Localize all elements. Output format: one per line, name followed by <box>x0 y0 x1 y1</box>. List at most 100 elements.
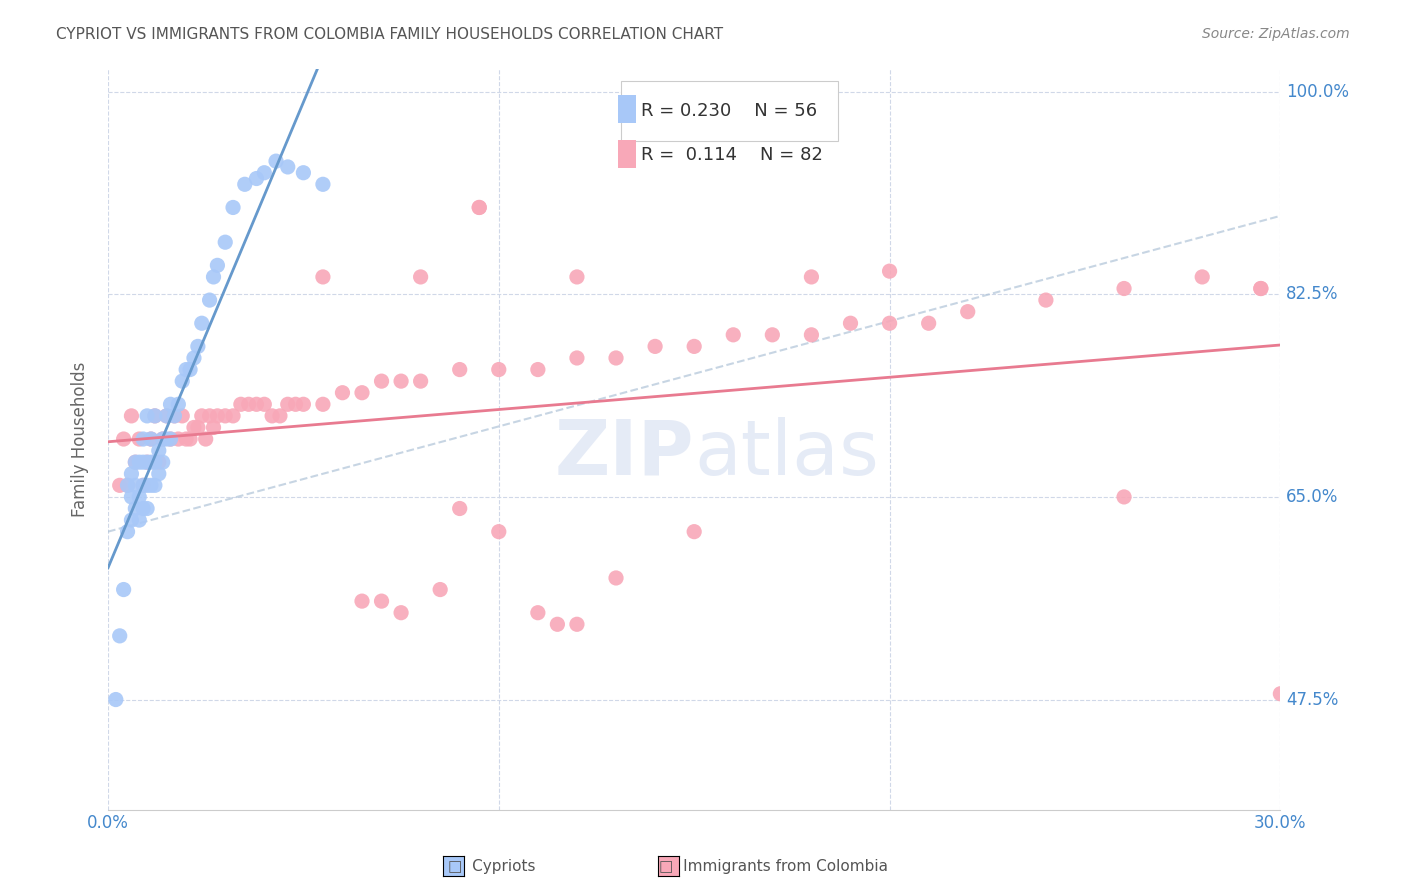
Point <box>132 501 155 516</box>
Point <box>124 455 146 469</box>
Point <box>449 501 471 516</box>
Point <box>468 201 491 215</box>
Point <box>124 478 146 492</box>
Text: ZIP: ZIP <box>555 417 695 491</box>
Point <box>159 397 181 411</box>
Point <box>238 397 260 411</box>
Point <box>409 269 432 284</box>
Point <box>152 455 174 469</box>
Point <box>1112 490 1135 504</box>
Point <box>183 420 205 434</box>
Point <box>1270 687 1292 701</box>
Point <box>191 409 214 423</box>
Point <box>163 409 186 423</box>
Point <box>527 606 550 620</box>
Point <box>292 166 315 180</box>
Point <box>253 397 276 411</box>
Point <box>136 455 159 469</box>
Text: 65.0%: 65.0% <box>1286 488 1339 506</box>
Point <box>136 478 159 492</box>
Point <box>120 513 142 527</box>
Point <box>183 351 205 365</box>
Text: 47.5%: 47.5% <box>1286 690 1339 708</box>
Point <box>312 178 335 192</box>
Point <box>148 443 170 458</box>
Text: 82.5%: 82.5% <box>1286 285 1339 303</box>
Point <box>370 374 392 388</box>
Point <box>409 374 432 388</box>
Point <box>292 397 315 411</box>
Point <box>605 351 627 365</box>
Point <box>350 594 373 608</box>
Point <box>917 316 939 330</box>
Point <box>143 409 166 423</box>
Text: □  Immigrants from Colombia: □ Immigrants from Colombia <box>659 859 887 874</box>
Point <box>128 513 150 527</box>
Point <box>683 339 706 353</box>
Point <box>174 362 197 376</box>
Point <box>187 420 209 434</box>
Point <box>136 501 159 516</box>
Point <box>264 154 287 169</box>
Point <box>139 455 162 469</box>
Point <box>1035 293 1057 307</box>
Point <box>429 582 451 597</box>
Point <box>644 339 666 353</box>
Point <box>120 409 142 423</box>
Point <box>148 467 170 481</box>
Text: R =  0.114    N = 82: R = 0.114 N = 82 <box>641 146 824 164</box>
Point <box>120 467 142 481</box>
Point <box>389 606 412 620</box>
Point <box>167 397 190 411</box>
Point <box>120 490 142 504</box>
Point <box>839 316 862 330</box>
Point <box>723 327 745 342</box>
Point <box>179 362 201 376</box>
Point <box>179 432 201 446</box>
Text: R = 0.230    N = 56: R = 0.230 N = 56 <box>641 102 817 120</box>
Point <box>128 455 150 469</box>
Point <box>605 571 627 585</box>
Point <box>136 409 159 423</box>
Point <box>112 432 135 446</box>
Point <box>163 409 186 423</box>
Point <box>174 432 197 446</box>
Point <box>245 171 267 186</box>
FancyBboxPatch shape <box>619 95 636 123</box>
Point <box>117 478 139 492</box>
Point <box>565 269 588 284</box>
Point <box>488 362 510 376</box>
Point <box>449 362 471 376</box>
Point <box>1112 281 1135 295</box>
Point <box>761 327 783 342</box>
Point <box>312 397 335 411</box>
Point <box>104 692 127 706</box>
Text: CYPRIOT VS IMMIGRANTS FROM COLOMBIA FAMILY HOUSEHOLDS CORRELATION CHART: CYPRIOT VS IMMIGRANTS FROM COLOMBIA FAMI… <box>56 27 723 42</box>
Point <box>172 409 194 423</box>
Point <box>112 582 135 597</box>
Point <box>152 432 174 446</box>
Point <box>312 269 335 284</box>
Point <box>207 409 229 423</box>
FancyBboxPatch shape <box>619 140 636 168</box>
Point <box>214 409 236 423</box>
Point <box>350 385 373 400</box>
Point <box>117 524 139 539</box>
Point <box>546 617 568 632</box>
Point <box>167 432 190 446</box>
Point <box>132 478 155 492</box>
Point <box>128 432 150 446</box>
Y-axis label: Family Households: Family Households <box>72 361 89 516</box>
Point <box>136 455 159 469</box>
Point <box>262 409 284 423</box>
Point <box>128 490 150 504</box>
Text: Source: ZipAtlas.com: Source: ZipAtlas.com <box>1202 27 1350 41</box>
Point <box>879 316 901 330</box>
Point <box>214 235 236 250</box>
Point <box>229 397 252 411</box>
Point <box>132 455 155 469</box>
Point <box>139 478 162 492</box>
Point <box>159 432 181 446</box>
Point <box>108 478 131 492</box>
Point <box>159 432 181 446</box>
